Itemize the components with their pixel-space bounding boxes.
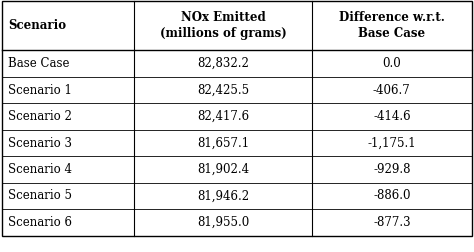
- Text: 81,946.2: 81,946.2: [197, 190, 249, 202]
- Text: Scenario 6: Scenario 6: [8, 216, 72, 229]
- Text: NOx Emitted
(millions of grams): NOx Emitted (millions of grams): [160, 11, 286, 40]
- Text: Scenario 3: Scenario 3: [8, 137, 72, 149]
- Text: -406.7: -406.7: [373, 84, 411, 97]
- Text: -929.8: -929.8: [373, 163, 410, 176]
- Text: 81,955.0: 81,955.0: [197, 216, 249, 229]
- Text: -877.3: -877.3: [373, 216, 410, 229]
- Text: -414.6: -414.6: [373, 110, 410, 123]
- Text: 81,902.4: 81,902.4: [197, 163, 249, 176]
- Text: Scenario 1: Scenario 1: [8, 84, 72, 97]
- Text: 81,657.1: 81,657.1: [197, 137, 249, 149]
- Text: -1,175.1: -1,175.1: [367, 137, 416, 149]
- Text: 82,425.5: 82,425.5: [197, 84, 249, 97]
- Text: Scenario 5: Scenario 5: [8, 190, 72, 202]
- Text: Scenario: Scenario: [8, 19, 66, 32]
- Text: Difference w.r.t.
Base Case: Difference w.r.t. Base Case: [339, 11, 445, 40]
- Text: 82,417.6: 82,417.6: [197, 110, 249, 123]
- Text: Scenario 4: Scenario 4: [8, 163, 72, 176]
- Text: Base Case: Base Case: [8, 57, 70, 70]
- Text: 82,832.2: 82,832.2: [197, 57, 249, 70]
- Text: Scenario 2: Scenario 2: [8, 110, 72, 123]
- Text: 0.0: 0.0: [383, 57, 401, 70]
- Text: -886.0: -886.0: [373, 190, 410, 202]
